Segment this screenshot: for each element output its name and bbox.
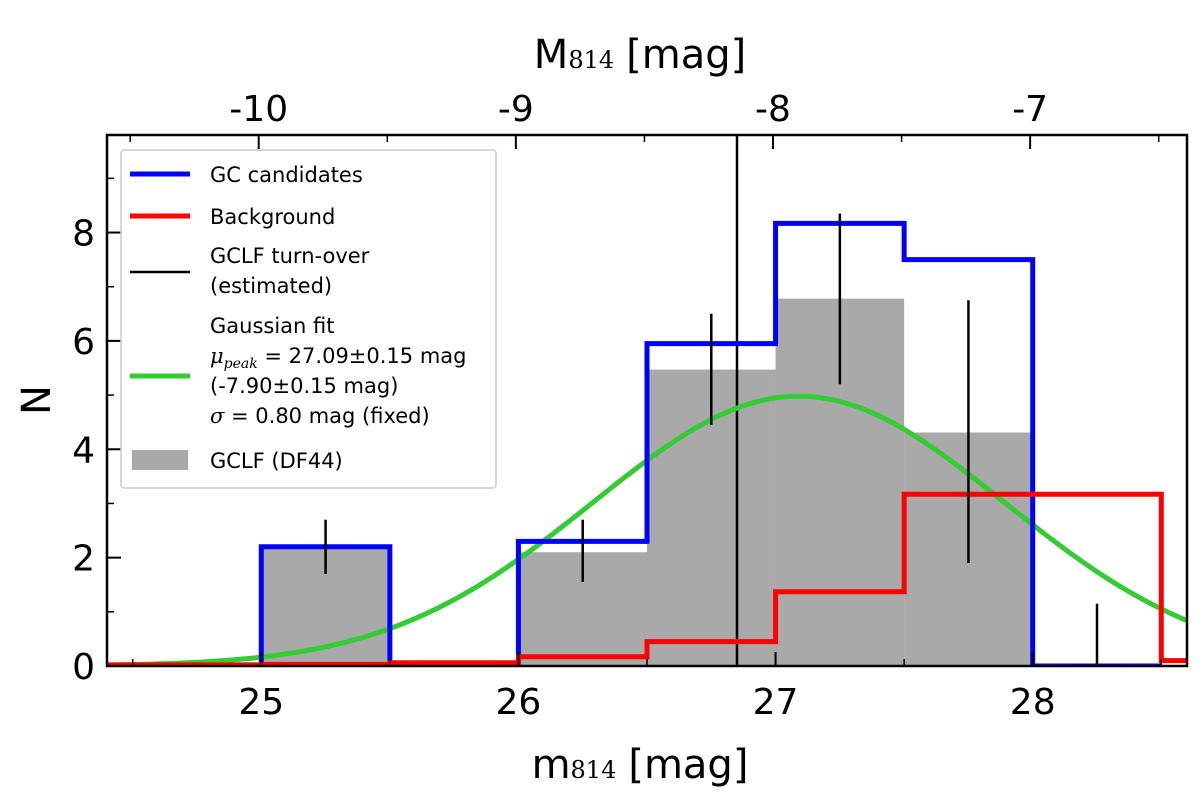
top-tick-label: -10 [229,89,288,130]
gc-candidates-histogram [258,220,1162,666]
legend: GC candidates Background GCLF turn-over … [120,149,497,489]
ticks-group: 25 26 27 28 0 2 4 6 8 -10 -9 -8 -7 [72,89,1163,723]
y-tick-label: 8 [72,214,95,255]
legend-label-turnover-2: (estimated) [210,274,332,298]
x-tick-label: 28 [1010,682,1056,723]
y-tick-label: 6 [72,322,95,363]
y-tick-label: 0 [72,647,95,688]
x-axis-title-sub: 814 [571,756,617,784]
top-axis-title-unit: [mag] [626,32,746,78]
legend-label-gauss-3: (-7.90±0.15 mag) [210,374,398,398]
legend-label-gc-candidates: GC candidates [210,163,363,187]
legend-sigma-rest: = 0.80 mag (fixed) [224,404,429,428]
legend-label-gauss-4: σ = 0.80 mag (fixed) [210,404,430,428]
legend-label-turnover-1: GCLF turn-over [210,244,370,268]
legend-label-background: Background [210,205,335,229]
y-tick-label: 4 [72,430,95,471]
legend-sigma-symbol: σ [210,404,225,428]
legend-label-gauss-2: μpeak = 27.09±0.15 mag [210,344,466,372]
top-tick-label: -7 [1012,89,1048,130]
top-axis-title: M814 [mag] [534,32,746,78]
top-tick-label: -9 [498,89,534,130]
x-tick-label: 27 [753,682,799,723]
legend-mu-symbol: μ [210,344,224,368]
legend-mu-rest: = 27.09±0.15 mag [258,344,467,368]
error-bars-group [324,213,1099,666]
top-axis-title-sub: 814 [568,46,614,74]
legend-mu-subscript: peak [224,356,258,372]
legend-label-gclf: GCLF (DF44) [210,449,343,473]
x-axis-title-main: m [532,742,571,788]
x-tick-label: 25 [238,682,284,723]
legend-swatch-gclf [132,450,188,470]
y-tick-label: 2 [72,539,95,580]
x-axis-title-unit: [mag] [628,742,748,788]
background-histogram [107,491,1187,666]
top-tick-label: -8 [755,89,791,130]
legend-label-gauss-1: Gaussian fit [210,314,334,338]
y-axis-title: N [14,385,60,415]
x-tick-label: 26 [496,682,542,723]
gc-candidates-group [258,220,1162,666]
background-group [107,491,1187,666]
legend-box [120,149,497,489]
top-axis-title-main: M [534,32,569,78]
x-axis-title: m814 [mag] [532,742,749,788]
